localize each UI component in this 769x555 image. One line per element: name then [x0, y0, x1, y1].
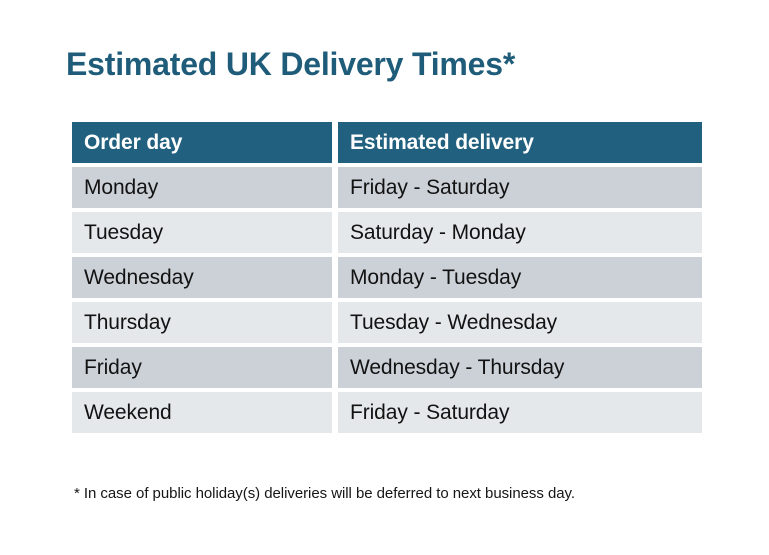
footnote-text: * In case of public holiday(s) deliverie…: [74, 485, 575, 502]
cell-order-day: Monday: [72, 167, 332, 208]
cell-order-day: Tuesday: [72, 212, 332, 253]
page-title: Estimated UK Delivery Times*: [66, 46, 516, 82]
table-row: Tuesday Saturday - Monday: [72, 212, 702, 253]
table-row: Monday Friday - Saturday: [72, 167, 702, 208]
table-body: Monday Friday - Saturday Tuesday Saturda…: [72, 167, 702, 433]
cell-order-day: Weekend: [72, 392, 332, 433]
table-header: Order day Estimated delivery: [72, 122, 702, 163]
cell-estimated-delivery: Monday - Tuesday: [338, 257, 702, 298]
table-row: Wednesday Monday - Tuesday: [72, 257, 702, 298]
cell-estimated-delivery: Tuesday - Wednesday: [338, 302, 702, 343]
cell-estimated-delivery: Friday - Saturday: [338, 167, 702, 208]
table-row: Weekend Friday - Saturday: [72, 392, 702, 433]
cell-estimated-delivery: Friday - Saturday: [338, 392, 702, 433]
delivery-times-table: Order day Estimated delivery Monday Frid…: [66, 118, 708, 437]
cell-order-day: Friday: [72, 347, 332, 388]
column-header-order-day: Order day: [72, 122, 332, 163]
cell-order-day: Thursday: [72, 302, 332, 343]
cell-estimated-delivery: Saturday - Monday: [338, 212, 702, 253]
column-header-estimated-delivery: Estimated delivery: [338, 122, 702, 163]
table-row: Thursday Tuesday - Wednesday: [72, 302, 702, 343]
table-header-row: Order day Estimated delivery: [72, 122, 702, 163]
table-row: Friday Wednesday - Thursday: [72, 347, 702, 388]
cell-order-day: Wednesday: [72, 257, 332, 298]
cell-estimated-delivery: Wednesday - Thursday: [338, 347, 702, 388]
